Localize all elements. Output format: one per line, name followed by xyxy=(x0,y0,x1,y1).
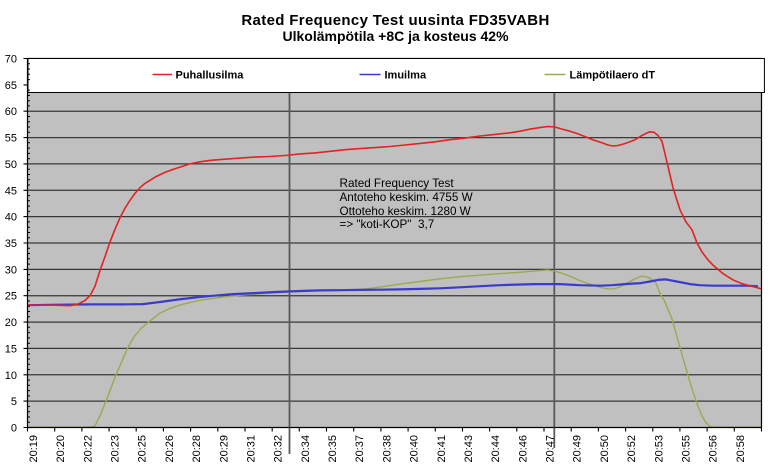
svg-text:20:58: 20:58 xyxy=(735,435,747,463)
svg-text:20:23: 20:23 xyxy=(110,435,122,463)
svg-text:20:34: 20:34 xyxy=(300,435,312,463)
svg-text:0: 0 xyxy=(11,423,17,435)
svg-text:25: 25 xyxy=(5,291,17,303)
svg-text:50: 50 xyxy=(5,159,17,171)
svg-text:20:49: 20:49 xyxy=(572,435,584,463)
svg-text:Puhallusilma: Puhallusilma xyxy=(176,70,245,82)
svg-text:20:28: 20:28 xyxy=(191,435,203,463)
svg-text:20:55: 20:55 xyxy=(680,435,692,463)
svg-text:20:20: 20:20 xyxy=(55,435,67,463)
svg-text:60: 60 xyxy=(5,106,17,118)
svg-text:20:40: 20:40 xyxy=(409,435,421,463)
svg-text:Lämpötilaero dT: Lämpötilaero dT xyxy=(570,70,656,82)
svg-text:Imuilma: Imuilma xyxy=(385,70,427,82)
svg-text:20:25: 20:25 xyxy=(137,435,149,463)
svg-text:20:44: 20:44 xyxy=(490,435,502,463)
svg-text:20:19: 20:19 xyxy=(28,435,40,463)
svg-text:20:53: 20:53 xyxy=(653,435,665,463)
svg-text:20:46: 20:46 xyxy=(517,435,529,463)
svg-text:20:56: 20:56 xyxy=(708,435,720,463)
svg-text:40: 40 xyxy=(5,212,17,224)
svg-text:15: 15 xyxy=(5,343,17,355)
svg-text:5: 5 xyxy=(11,396,17,408)
svg-text:70: 70 xyxy=(5,54,17,66)
svg-text:20:29: 20:29 xyxy=(218,435,230,463)
svg-text:45: 45 xyxy=(5,185,17,197)
svg-text:20: 20 xyxy=(5,317,17,329)
svg-text:20:41: 20:41 xyxy=(436,435,448,463)
svg-text:65: 65 xyxy=(5,80,17,92)
svg-text:20:52: 20:52 xyxy=(626,435,638,463)
svg-text:20:38: 20:38 xyxy=(381,435,393,463)
svg-text:20:32: 20:32 xyxy=(273,435,285,463)
svg-text:20:43: 20:43 xyxy=(463,435,475,463)
svg-text:30: 30 xyxy=(5,264,17,276)
svg-text:20:26: 20:26 xyxy=(164,435,176,463)
svg-text:20:50: 20:50 xyxy=(599,435,611,463)
svg-text:20:22: 20:22 xyxy=(82,435,94,463)
svg-text:55: 55 xyxy=(5,133,17,145)
svg-text:10: 10 xyxy=(5,370,17,382)
svg-text:20:35: 20:35 xyxy=(327,435,339,463)
svg-text:35: 35 xyxy=(5,238,17,250)
svg-text:20:37: 20:37 xyxy=(354,435,366,463)
svg-text:20:31: 20:31 xyxy=(246,435,258,463)
